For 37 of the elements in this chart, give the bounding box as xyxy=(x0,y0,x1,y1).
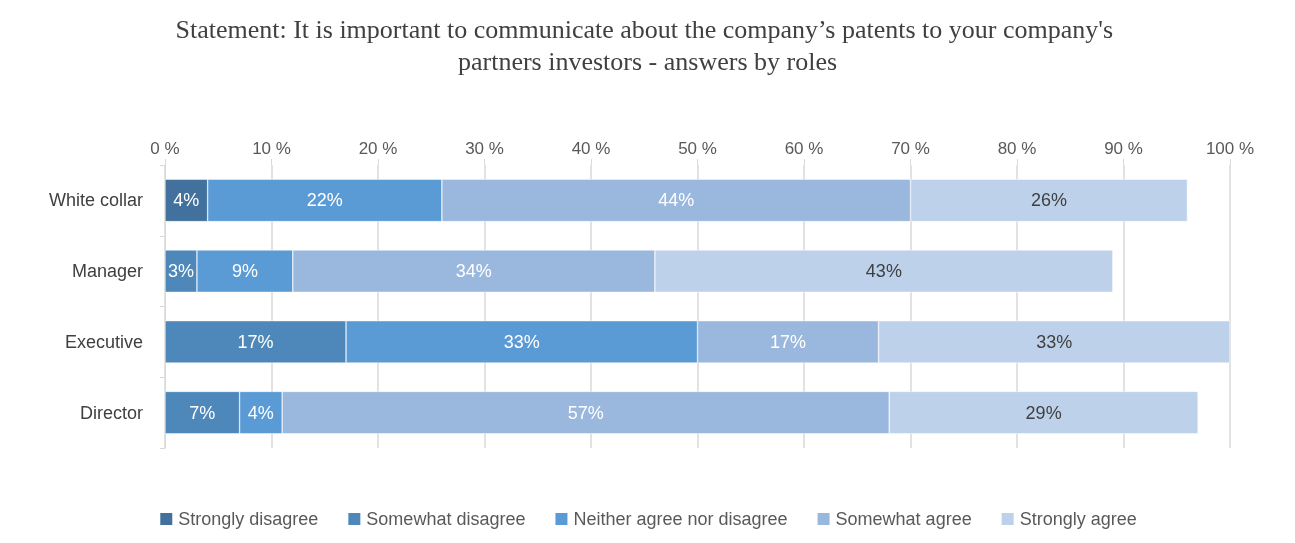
data-label: 22% xyxy=(306,190,343,211)
data-label: 34% xyxy=(455,261,492,282)
legend-label: Neither agree nor disagree xyxy=(573,509,788,529)
data-label: 33% xyxy=(1036,331,1073,352)
data-label: 17% xyxy=(237,331,274,352)
x-tick-label: 80 % xyxy=(997,139,1037,158)
x-tick-label: 70 % xyxy=(891,139,930,158)
data-label: 33% xyxy=(503,331,540,352)
x-tick-label: 90 % xyxy=(1104,139,1143,158)
y-tick-label: White collar xyxy=(48,190,143,211)
x-tick-label: 30 % xyxy=(465,139,504,158)
data-label: 57% xyxy=(567,402,604,423)
data-label: 9% xyxy=(231,261,258,282)
data-label: 43% xyxy=(865,261,902,282)
legend-label: Strongly agree xyxy=(1019,509,1137,529)
y-tick-label: Director xyxy=(79,402,143,423)
x-tick-label: 20 % xyxy=(358,139,398,158)
data-label: 4% xyxy=(247,402,274,423)
chart-title: Statement: It is important to communicate about the company’s patents to your company's partners investors - answers by roles xyxy=(175,14,1120,76)
x-tick-label: 0 % xyxy=(150,139,180,158)
data-label: 7% xyxy=(189,402,216,423)
x-tick-label: 10 % xyxy=(252,139,291,158)
x-tick-label: 100 % xyxy=(1205,139,1255,158)
data-label: 17% xyxy=(770,331,807,352)
legend-label: Strongly disagree xyxy=(178,509,319,529)
legend-label: Somewhat agree xyxy=(835,509,972,529)
legend-label: Somewhat disagree xyxy=(366,509,526,529)
data-label: 4% xyxy=(173,190,200,211)
data-label: 29% xyxy=(1025,402,1062,423)
data-label: 26% xyxy=(1030,190,1067,211)
x-tick-label: 40 % xyxy=(571,139,611,158)
data-label: 3% xyxy=(167,261,194,282)
x-tick-label: 50 % xyxy=(678,139,717,158)
y-tick-label: Executive xyxy=(64,331,143,352)
data-label: 44% xyxy=(658,190,695,211)
x-tick-label: 60 % xyxy=(784,139,824,158)
y-tick-label: Manager xyxy=(71,261,143,282)
